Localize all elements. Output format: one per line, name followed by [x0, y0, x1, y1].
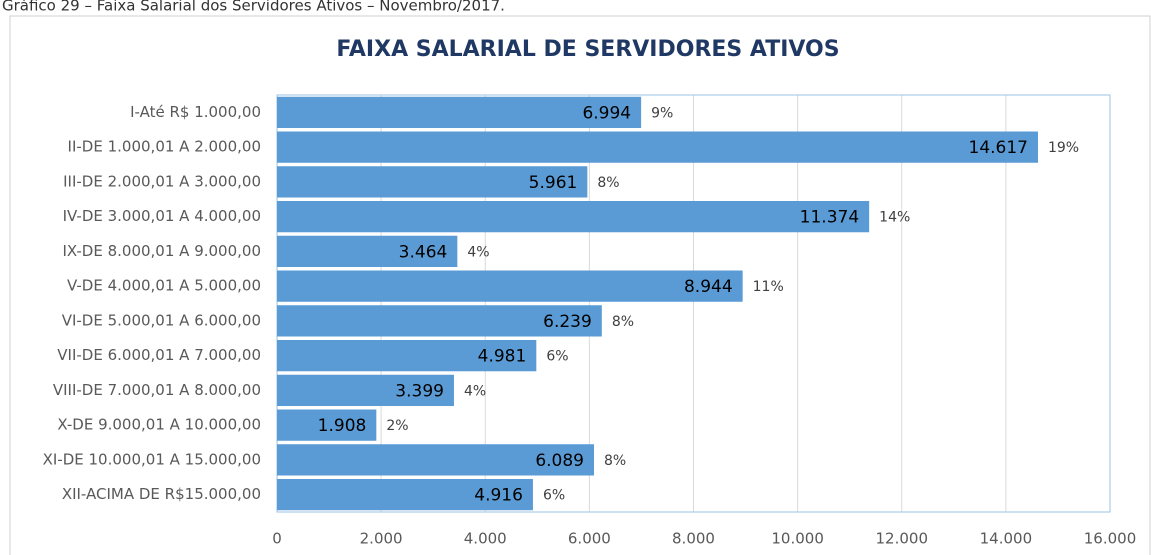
bar — [277, 131, 1038, 163]
y-tick-label: IV-DE 3.000,01 A 4.000,00 — [63, 207, 261, 225]
percent-label: 8% — [604, 453, 626, 469]
percent-label: 6% — [543, 488, 565, 504]
percent-label: 6% — [546, 349, 568, 365]
x-tick-label: 2.000 — [360, 530, 403, 548]
value-label: 8.944 — [684, 277, 733, 297]
value-label: 5.961 — [529, 173, 578, 193]
x-tick-label: 14.000 — [980, 530, 1033, 548]
percent-label: 8% — [612, 314, 634, 330]
percent-label: 14% — [879, 210, 910, 226]
x-tick-label: 10.000 — [771, 530, 824, 548]
value-label: 4.981 — [478, 347, 527, 367]
y-tick-label: II-DE 1.000,01 A 2.000,00 — [68, 138, 261, 156]
plot-frame — [276, 94, 1111, 513]
bar — [277, 270, 743, 302]
bar — [277, 478, 533, 511]
y-tick-label: X-DE 9.000,01 A 10.000,00 — [57, 416, 261, 434]
bar — [277, 235, 458, 268]
value-label: 3.399 — [395, 381, 444, 401]
chart-title: FAIXA SALARIAL DE SERVIDORES ATIVOS — [336, 37, 839, 62]
y-tick-label: XI-DE 10.000,01 A 15.000,00 — [43, 450, 261, 468]
x-tick-label: 6.000 — [568, 530, 611, 548]
y-tick-label: VII-DE 6.000,01 A 7.000,00 — [57, 346, 261, 364]
percent-label: 4% — [467, 244, 489, 260]
bar — [277, 339, 537, 372]
bar — [277, 444, 595, 476]
value-label: 3.464 — [399, 242, 448, 262]
value-label: 6.089 — [535, 451, 584, 471]
value-label: 1.908 — [318, 416, 367, 436]
value-label: 11.374 — [800, 208, 859, 228]
y-tick-label: VIII-DE 7.000,01 A 8.000,00 — [53, 381, 261, 399]
bar — [277, 305, 602, 337]
bar — [277, 200, 870, 233]
value-label: 4.916 — [474, 486, 523, 506]
x-tick-label: 8.000 — [672, 530, 715, 548]
percent-label: 11% — [753, 279, 784, 295]
x-tick-label: 0 — [272, 530, 282, 548]
caption: Gráfico 29 – Faixa Salarial dos Servidor… — [2, 0, 505, 15]
y-tick-label: V-DE 4.000,01 A 5.000,00 — [67, 277, 261, 295]
percent-label: 2% — [386, 418, 408, 434]
y-tick-label: IX-DE 8.000,01 A 9.000,00 — [62, 242, 261, 260]
bar — [277, 96, 642, 129]
percent-label: 4% — [464, 383, 486, 399]
x-tick-label: 4.000 — [464, 530, 507, 548]
percent-label: 9% — [651, 105, 673, 121]
bar — [277, 374, 454, 407]
percent-label: 19% — [1048, 140, 1079, 156]
x-tick-label: 12.000 — [876, 530, 929, 548]
bar — [277, 409, 377, 441]
bar — [277, 166, 588, 198]
percent-label: 8% — [597, 175, 619, 191]
y-tick-label: VI-DE 5.000,01 A 6.000,00 — [62, 311, 261, 329]
y-tick-label: XII-ACIMA DE R$15.000,00 — [62, 485, 261, 503]
value-label: 6.239 — [543, 312, 592, 332]
y-tick-label: III-DE 2.000,01 A 3.000,00 — [63, 172, 261, 190]
y-tick-label: I-Até R$ 1.000,00 — [130, 103, 261, 121]
x-tick-label: 16.000 — [1084, 530, 1137, 548]
value-label: 14.617 — [969, 138, 1028, 158]
value-label: 6.994 — [582, 103, 631, 123]
